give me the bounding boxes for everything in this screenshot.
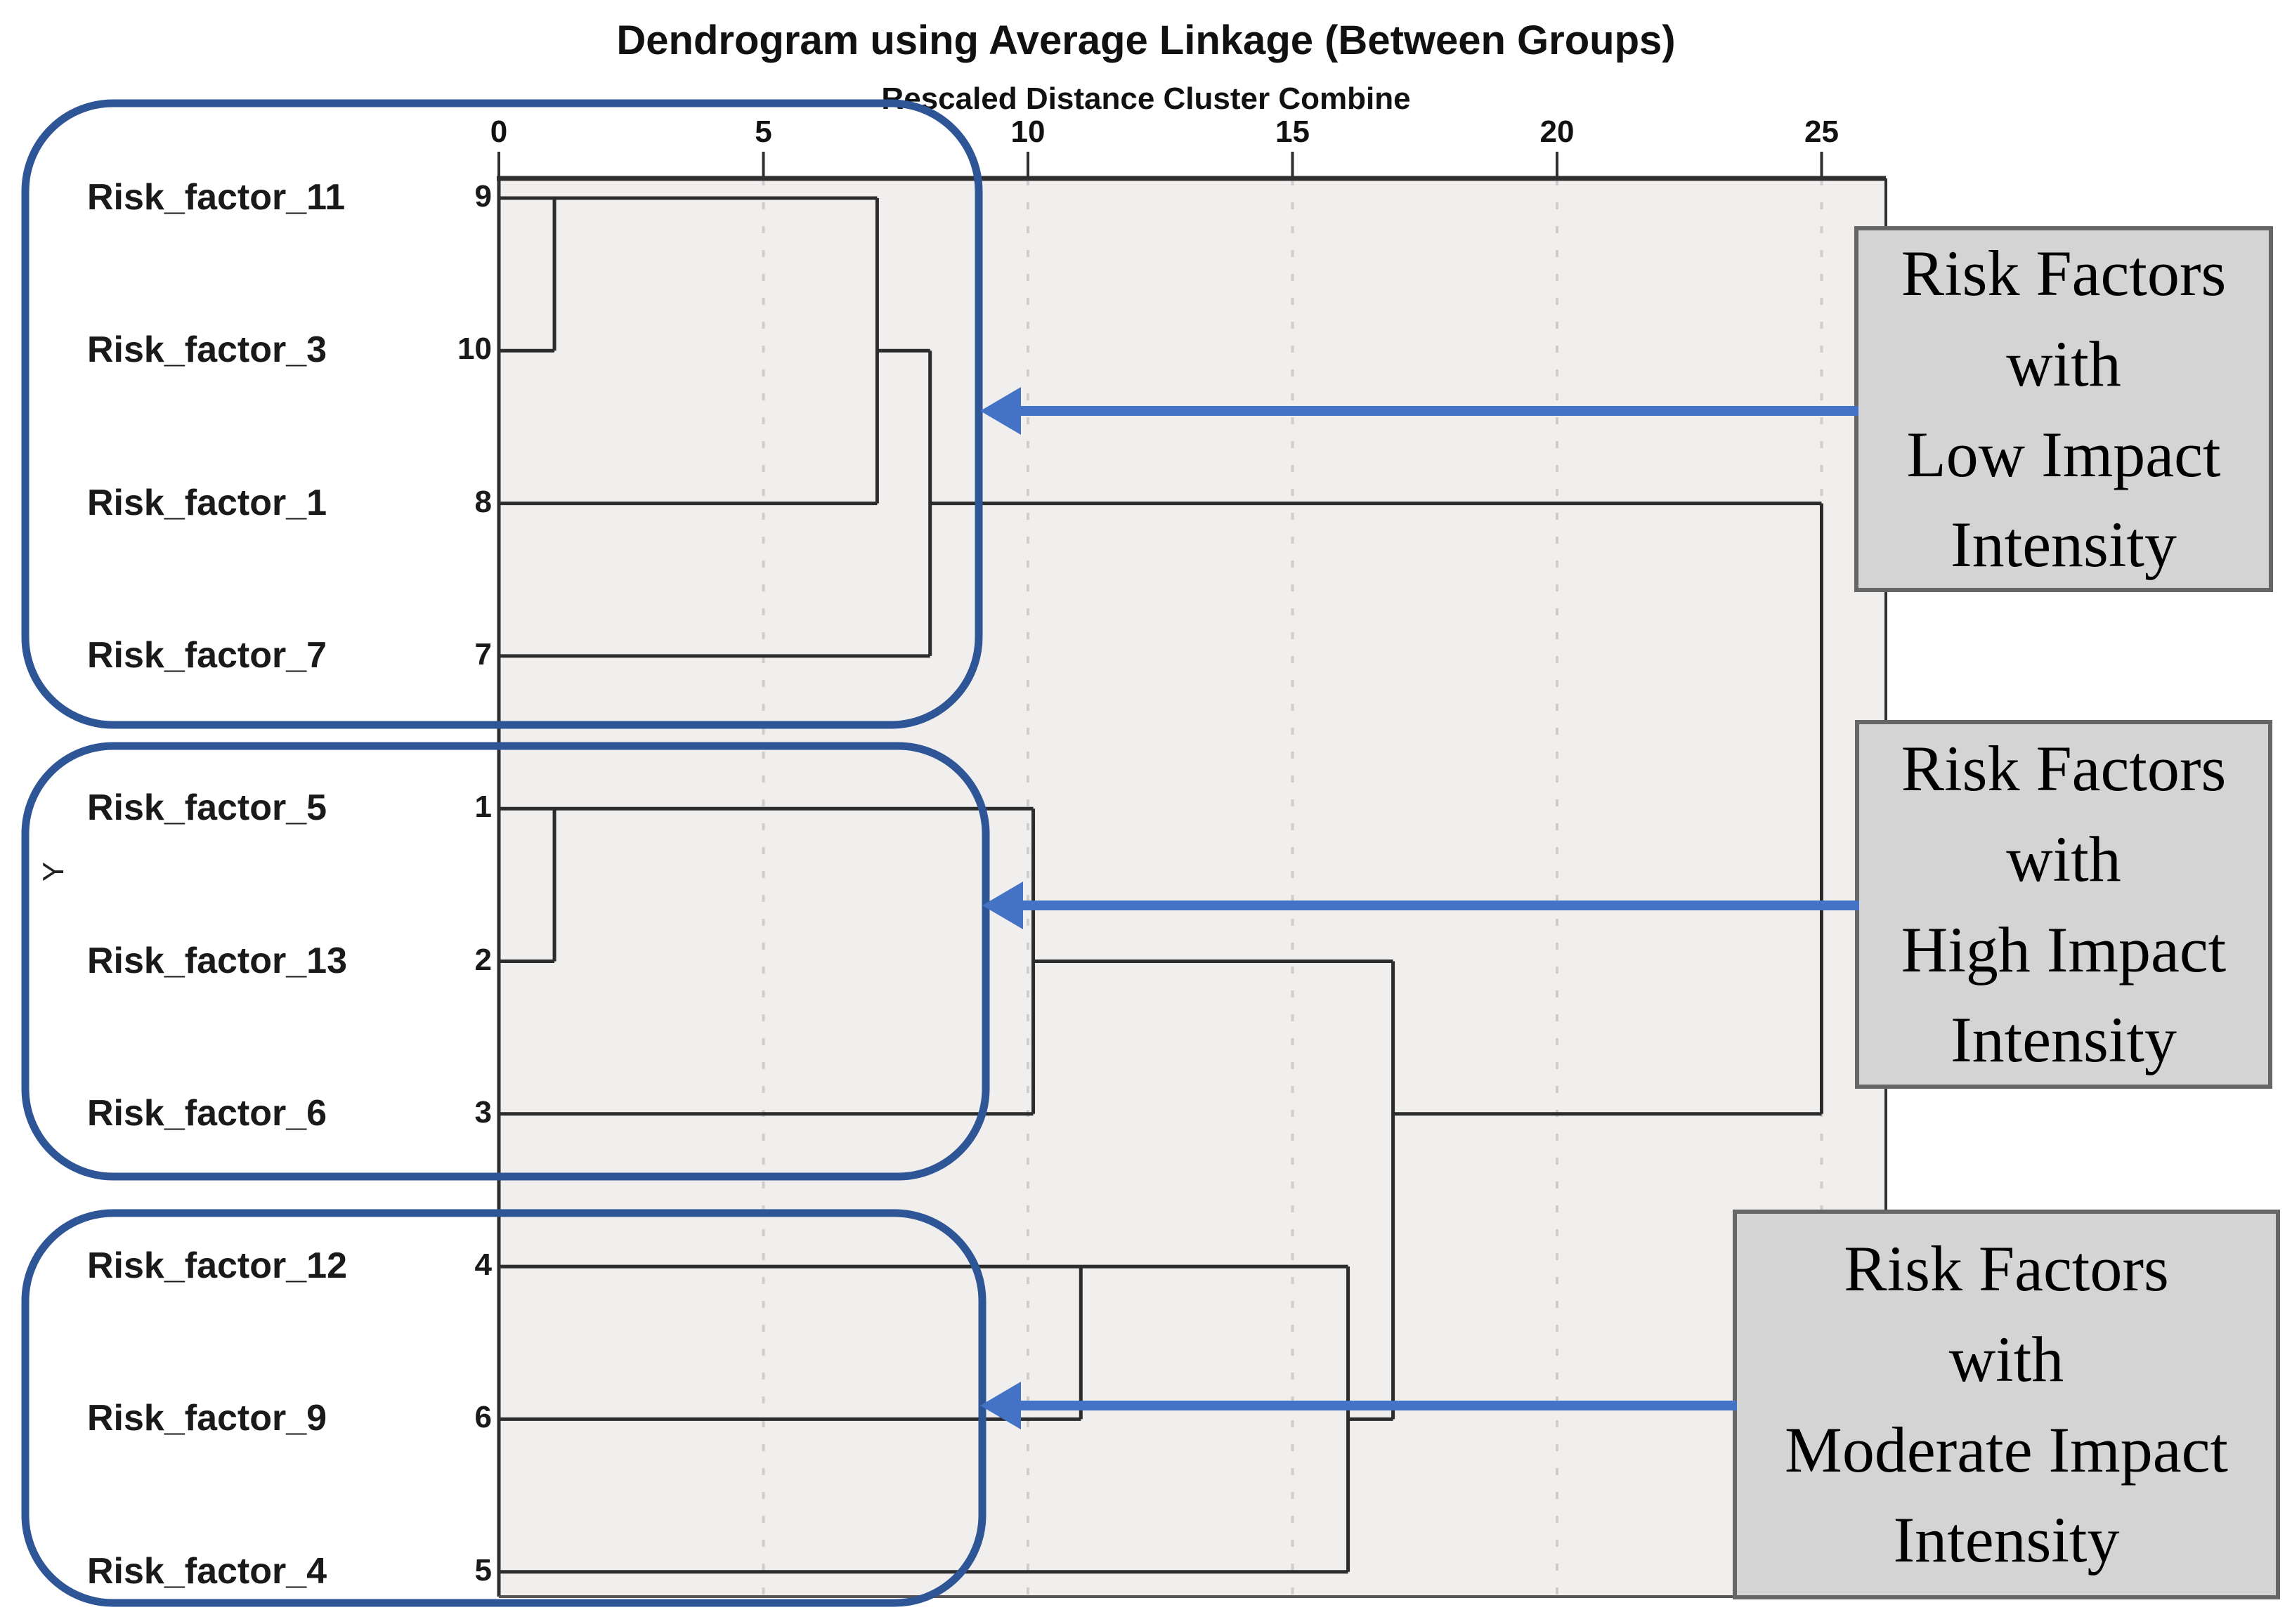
annotation-text-line: Risk Factors [1901, 732, 2227, 804]
annotation-box-high: Risk Factors with High Impact Intensity [1855, 720, 2272, 1089]
annotation-text-line: with [1948, 1323, 2064, 1395]
x-tick-label: 10 [1010, 114, 1046, 149]
annotation-box-low: Risk Factors with Low Impact Intensity [1854, 226, 2273, 592]
x-tick-label: 20 [1539, 114, 1575, 149]
annotation-text-line: Risk Factors [1844, 1232, 2169, 1304]
annotation-text-line: Intensity [1951, 1004, 2177, 1076]
annotation-text-line: Risk Factors [1901, 237, 2227, 309]
annotation-text-line: Low Impact [1906, 418, 2221, 490]
annotation-text-line: Moderate Impact [1785, 1413, 2228, 1486]
annotation-text-line: with [2006, 823, 2121, 895]
annotation-text-line: High Impact [1901, 913, 2227, 985]
annotation-text-line: Intensity [1893, 1504, 2120, 1576]
chart-title: Dendrogram using Average Linkage (Betwee… [616, 18, 1676, 63]
annotation-box-moderate: Risk Factors with Moderate Impact Intensity [1733, 1210, 2280, 1599]
annotation-text-line: with [2006, 327, 2121, 400]
x-tick-label: 15 [1275, 114, 1310, 149]
annotation-text-line: Intensity [1951, 509, 2177, 581]
x-tick-label: 25 [1804, 114, 1839, 149]
